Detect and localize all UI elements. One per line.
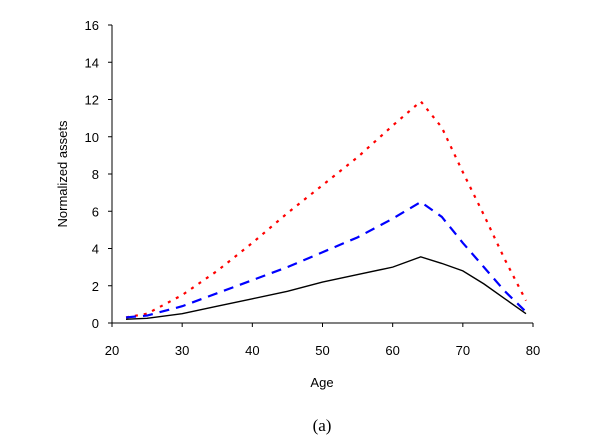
x-tick-label: 80 — [526, 343, 540, 358]
series-line-2 — [126, 256, 527, 320]
x-tick-label: 20 — [105, 343, 119, 358]
y-tick-label: 8 — [92, 167, 99, 182]
x-axis-label: Age — [310, 375, 333, 390]
y-tick-label: 4 — [92, 242, 99, 257]
y-axis-label: Normalized assets — [55, 120, 70, 227]
series-line-0 — [125, 99, 527, 319]
y-tick-label: 14 — [85, 55, 99, 70]
x-tick-label: 70 — [456, 343, 470, 358]
figure-caption: (a) — [313, 416, 332, 435]
y-tick-label: 0 — [92, 316, 99, 331]
y-tick-label: 16 — [85, 18, 99, 33]
series-line-1 — [125, 200, 527, 319]
y-tick-label: 12 — [85, 93, 99, 108]
x-tick-label: 40 — [245, 343, 259, 358]
y-tick-label: 2 — [92, 279, 99, 294]
x-tick-label: 60 — [385, 343, 399, 358]
x-tick-label: 30 — [175, 343, 189, 358]
y-tick-label: 10 — [85, 130, 99, 145]
x-tick-label: 50 — [315, 343, 329, 358]
y-tick-label: 6 — [92, 204, 99, 219]
